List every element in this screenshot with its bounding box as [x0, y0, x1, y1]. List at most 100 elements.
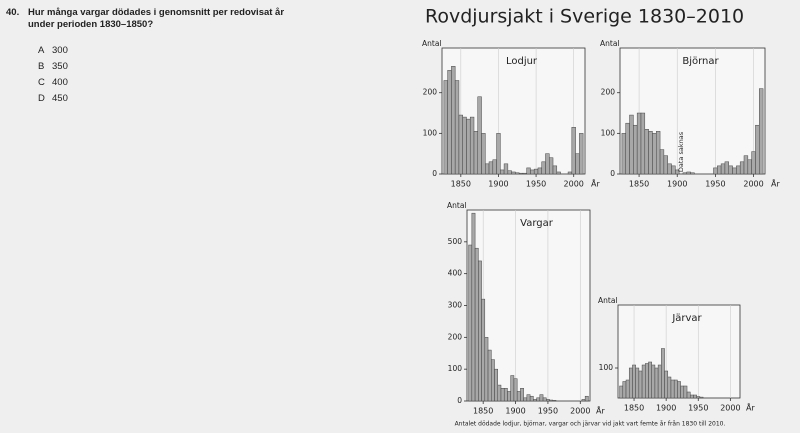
bar	[651, 364, 656, 399]
bar	[469, 116, 475, 175]
bar	[451, 66, 456, 175]
bar	[619, 385, 624, 399]
bar	[542, 397, 547, 402]
x-tick-label: 2000	[570, 407, 590, 416]
bar	[536, 397, 541, 402]
bar	[473, 131, 479, 175]
y-tick-label: 400	[448, 269, 463, 278]
y-tick-label: 200	[423, 88, 438, 97]
x-axis-label: År	[591, 178, 600, 189]
bar	[693, 394, 697, 399]
chart-title: Vargar	[520, 218, 554, 229]
bar	[546, 399, 550, 402]
bar	[491, 359, 495, 402]
bar	[516, 391, 521, 402]
bar	[720, 163, 726, 175]
bar	[641, 364, 646, 399]
option-letter: A	[38, 45, 45, 56]
bar	[526, 167, 531, 175]
bar	[513, 378, 518, 402]
bar	[680, 385, 685, 399]
bar	[690, 172, 695, 175]
bar	[629, 114, 634, 175]
y-tick-label: 100	[448, 364, 463, 373]
x-axis-label: År	[746, 402, 755, 413]
bar	[638, 370, 643, 399]
bar	[732, 167, 737, 175]
bar	[500, 169, 505, 175]
bar	[675, 169, 680, 175]
bar	[468, 244, 473, 402]
bar	[736, 165, 741, 175]
bar	[503, 163, 509, 175]
option-text: 400	[52, 77, 68, 88]
annotation: Data saknas	[677, 131, 685, 172]
bar	[743, 155, 749, 175]
chart-title: Järvar	[671, 313, 702, 324]
y-axis-label: Antal	[422, 39, 442, 48]
bar	[659, 149, 665, 175]
bar	[530, 169, 535, 175]
y-tick-label: 500	[448, 237, 463, 246]
bar	[751, 151, 756, 175]
bar	[625, 122, 630, 175]
bar	[552, 165, 558, 175]
bar	[652, 133, 657, 175]
bar	[447, 70, 452, 175]
bar	[526, 394, 531, 402]
bar	[632, 364, 636, 399]
bar	[645, 363, 649, 399]
bar	[699, 396, 704, 399]
caption: Antalet dödade lodjur, björnar, vargar o…	[455, 421, 726, 428]
bar	[654, 367, 659, 399]
bar	[671, 165, 676, 175]
bar	[556, 171, 561, 175]
x-tick-label: 1850	[473, 407, 493, 416]
y-tick-label: 0	[610, 169, 615, 178]
x-tick-label: 2000	[564, 180, 584, 189]
bar	[494, 368, 498, 402]
x-tick-label: 1900	[667, 180, 687, 189]
x-tick-label: 2000	[743, 180, 763, 189]
bar	[625, 379, 630, 399]
question-text: Hur många vargar dödades i genomsnitt pe…	[28, 7, 285, 30]
bar	[728, 165, 733, 175]
option-text: 350	[52, 61, 68, 72]
bar	[739, 161, 745, 175]
bar	[443, 80, 448, 175]
bar	[628, 367, 633, 399]
bar	[747, 159, 752, 175]
x-tick-label: 1950	[688, 404, 708, 413]
bar	[567, 171, 573, 175]
bar	[579, 133, 584, 175]
bar	[673, 379, 678, 399]
chart-title: Björnar	[682, 56, 719, 67]
bar	[571, 127, 576, 175]
bar	[657, 364, 662, 399]
bar	[474, 247, 479, 402]
bar	[686, 391, 691, 399]
x-tick-label: 1950	[705, 180, 725, 189]
x-tick-label: 1900	[656, 404, 676, 413]
bar	[503, 388, 508, 402]
bar	[507, 391, 511, 402]
bar	[471, 212, 476, 402]
x-tick-label: 2000	[720, 404, 740, 413]
bar	[497, 384, 502, 402]
option-letter: B	[38, 61, 45, 72]
bar	[636, 112, 642, 175]
option: B 350	[38, 61, 68, 77]
bar	[683, 385, 688, 399]
option: A 300	[38, 45, 68, 61]
y-tick-label: 200	[601, 88, 616, 97]
bar	[511, 171, 516, 175]
bar	[488, 161, 494, 175]
x-axis-label: År	[596, 405, 605, 416]
bar	[454, 80, 460, 175]
bar	[648, 361, 652, 399]
chart-title: Lodjur	[506, 56, 538, 67]
option-letter: C	[38, 77, 45, 88]
x-tick-label: 1900	[488, 180, 508, 189]
